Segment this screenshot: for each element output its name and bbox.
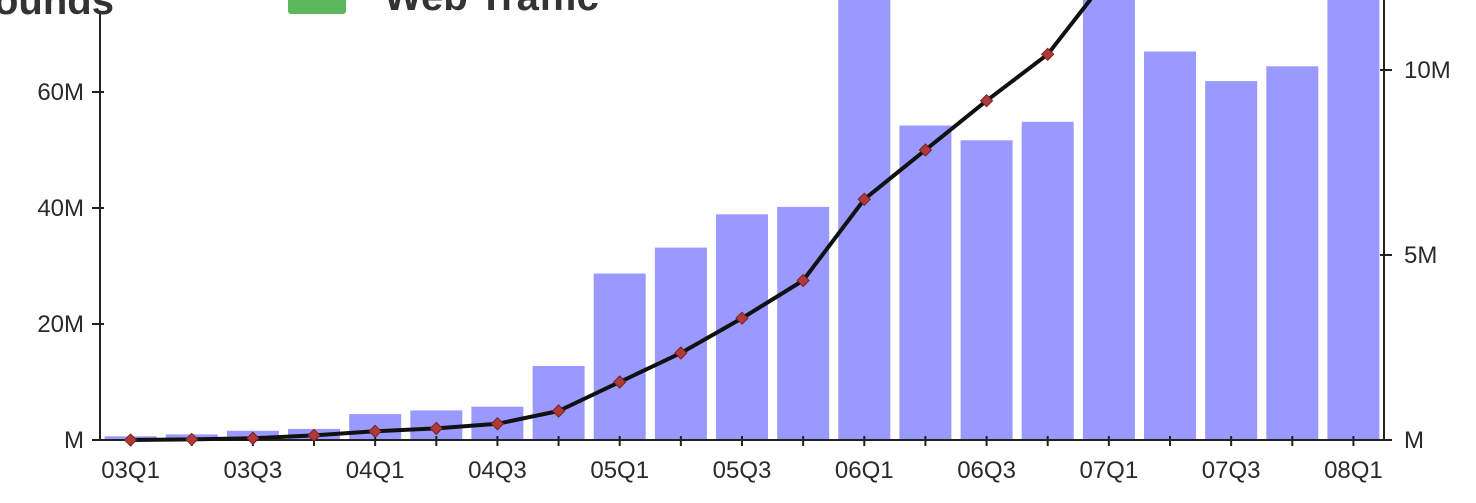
line-point — [674, 346, 688, 360]
line-point — [613, 375, 627, 389]
line-point — [429, 421, 443, 436]
legend: ounds Web Traffic — [0, 0, 599, 23]
line-point — [551, 404, 566, 418]
x-axis-tick-label: 06Q3 — [957, 457, 1016, 484]
line-point — [857, 192, 871, 207]
bar-07Q4 — [1266, 66, 1319, 441]
right-axis-tick-label: 10M — [1404, 57, 1451, 84]
line-point — [185, 432, 199, 447]
line-point — [735, 311, 749, 325]
legend-swatch — [288, 0, 346, 14]
line-point — [1041, 47, 1055, 62]
line-point — [796, 273, 810, 288]
bar-05Q1 — [593, 273, 646, 440]
bar-06Q2 — [899, 125, 952, 440]
line-series — [123, 0, 1093, 447]
bar-07Q2 — [1144, 51, 1196, 440]
x-axis-tick-label: 07Q3 — [1202, 457, 1261, 484]
x-axis-tick-label: 06Q1 — [835, 457, 894, 484]
bar-08Q1 — [1327, 0, 1380, 440]
x-axis-tick-label: 07Q1 — [1079, 457, 1138, 484]
bar-06Q1 — [838, 0, 891, 440]
line-point — [918, 143, 933, 157]
x-axis-tick-label: 04Q3 — [468, 457, 527, 484]
bar-07Q3 — [1205, 81, 1258, 440]
x-axis-tick-label: 05Q1 — [590, 457, 649, 484]
bar-06Q4 — [1021, 121, 1074, 441]
right-axis-tick-label: M — [1404, 427, 1424, 454]
right-axis-tick-label: 5M — [1404, 242, 1437, 269]
line-point — [307, 428, 321, 443]
x-axis-tick-label: 03Q3 — [223, 457, 282, 484]
bar-07Q1 — [1082, 0, 1135, 440]
line-point — [246, 431, 260, 445]
x-axis-tick-label: 04Q1 — [346, 457, 405, 484]
left-axis-tick-label: M — [64, 427, 84, 454]
line-point — [979, 93, 994, 108]
bar-series — [104, 0, 1380, 441]
x-axis-tick-label: 03Q1 — [101, 457, 160, 484]
left-axis-tick-label: 40M — [37, 195, 84, 222]
bar-05Q4 — [777, 206, 830, 440]
bar-06Q3 — [960, 140, 1013, 441]
line-point — [368, 424, 382, 439]
line-point — [123, 433, 138, 447]
x-axis-tick-label: 08Q1 — [1324, 457, 1383, 484]
line-point — [490, 417, 505, 431]
legend-label-left: ounds — [0, 0, 114, 23]
left-axis-tick-label: 60M — [37, 79, 84, 106]
legend-label-web-traffic: Web Traffic — [384, 0, 599, 19]
left-axis-tick-label: 20M — [37, 311, 84, 338]
x-axis-tick-label: 05Q3 — [713, 457, 772, 484]
